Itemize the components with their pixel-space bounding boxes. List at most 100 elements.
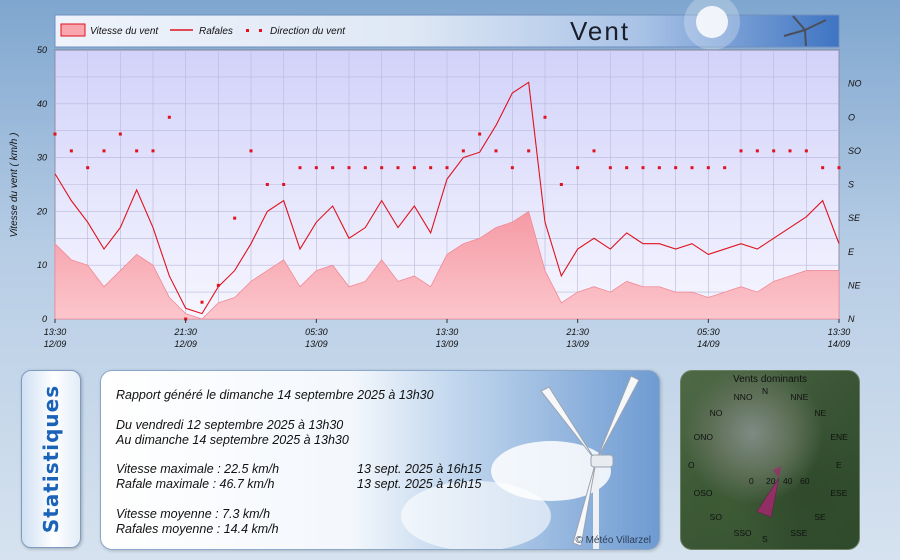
- y2-tick-label: O: [848, 112, 855, 122]
- chart-title: Vent: [570, 16, 630, 46]
- direction-point: [380, 166, 384, 170]
- stats-panel: Rapport généré le dimanche 14 septembre …: [100, 370, 660, 550]
- direction-point: [510, 166, 514, 170]
- copyright: © Météo Villarzel: [575, 535, 651, 546]
- avg-gust: Rafales moyenne : 14.4 km/h: [116, 522, 279, 536]
- grid: [54, 49, 840, 320]
- direction-point: [641, 166, 645, 170]
- cloud-decoration: [401, 481, 551, 549]
- direction-point: [723, 166, 727, 170]
- wind-rose-direction: NNO: [733, 391, 753, 402]
- y2-tick-label: S: [848, 180, 854, 190]
- y-tick-label: 50: [37, 45, 47, 55]
- legend-swatch-dir: [246, 29, 262, 32]
- x-tick-time: 21:30: [565, 327, 589, 337]
- direction-point: [347, 166, 351, 170]
- wind-rose-direction: SSO: [733, 528, 752, 539]
- y-axis: 0 10 20 30 40 50: [36, 45, 47, 324]
- legend-gust: Rafales: [199, 26, 233, 37]
- y2-tick-label: SE: [848, 213, 861, 223]
- legend-swatch-speed: [60, 23, 86, 37]
- dominant-wind-wedge: [756, 477, 780, 518]
- wind-rose-direction: N: [762, 386, 769, 396]
- direction-point: [233, 216, 237, 220]
- wind-rose-panel: Vents dominants N NNE NE ENE E ESE SE SSE S SSO SO…: [680, 370, 860, 550]
- max-gust-date: 13 sept. 2025 à 16h15: [357, 477, 482, 491]
- stats-tab-label: Statistiques: [39, 384, 63, 534]
- direction-point: [804, 149, 808, 153]
- x-tick-time: 05:30: [305, 327, 328, 337]
- direction-point: [494, 149, 498, 153]
- report-generated: Rapport généré le dimanche 14 septembre …: [116, 388, 434, 402]
- wind-rose-direction: SE: [814, 512, 826, 523]
- direction-point: [772, 149, 776, 153]
- max-speed-date: 13 sept. 2025 à 16h15: [357, 462, 482, 476]
- direction-point: [118, 132, 122, 136]
- direction-point: [396, 166, 400, 170]
- direction-point: [657, 166, 661, 170]
- x-tick-date: 12/09: [174, 339, 197, 349]
- sun-icon: [696, 6, 728, 38]
- direction-point: [690, 166, 694, 170]
- x-tick-date: 13/09: [566, 339, 589, 349]
- direction-point: [478, 132, 482, 136]
- x-tick-time: 13:30: [828, 327, 851, 337]
- max-speed: Vitesse maximale : 22.5 km/h: [116, 462, 280, 476]
- gust-line-path: [54, 81, 840, 315]
- direction-point: [608, 166, 612, 170]
- y-tick-label: 30: [37, 153, 47, 163]
- x-axis: 13:30 12/09 21:30 12/09 05:30 13/09 13:30 13/09…: [44, 319, 851, 349]
- direction-point: [837, 166, 841, 170]
- max-gust: Rafale maximale : 46.7 km/h: [116, 477, 275, 491]
- direction-point: [706, 166, 710, 170]
- wind-rose-direction: ONO: [693, 431, 713, 442]
- direction-point: [102, 149, 106, 153]
- speed-area: [54, 210, 840, 320]
- y-axis-label: Vitesse du vent ( km/h ): [9, 133, 20, 238]
- direction-point: [559, 183, 563, 186]
- direction-point: [265, 183, 269, 186]
- direction-point: [216, 283, 220, 287]
- direction-point: [461, 149, 465, 153]
- direction-point: [527, 149, 531, 153]
- direction-point: [167, 115, 171, 119]
- wind-rose-direction: OSO: [693, 488, 713, 499]
- direction-point: [625, 166, 629, 170]
- direction-point: [445, 166, 449, 170]
- direction-point: [363, 166, 367, 170]
- secondary-wind-wedge: [773, 466, 781, 478]
- wind-turbine-photo: [540, 375, 640, 549]
- wind-rose-direction: NE: [814, 407, 827, 418]
- wind-chart-svg: Vitesse du vent Rafales Direction du ven…: [9, 6, 862, 349]
- wind-rose-direction: S: [762, 534, 768, 544]
- x-tick-time: 13:30: [44, 327, 67, 337]
- direction-point: [739, 149, 743, 153]
- wind-rose-direction: SO: [709, 512, 722, 523]
- period-from: Du vendredi 12 septembre 2025 à 13h30: [116, 418, 344, 432]
- legend-dir: Direction du vent: [270, 26, 346, 37]
- wind-rose-direction: ESE: [830, 488, 848, 499]
- direction-point: [576, 166, 580, 170]
- stats-tab[interactable]: Statistiques: [21, 370, 81, 548]
- y2-tick-label: NO: [848, 79, 862, 89]
- direction-point: [755, 149, 759, 153]
- x-tick-date: 14/09: [828, 339, 851, 349]
- wind-rose-ring-value: 60: [800, 476, 810, 486]
- direction-point: [86, 166, 90, 170]
- direction-point: [69, 149, 73, 153]
- y-tick-label: 0: [42, 314, 47, 324]
- wind-turbine-icon: [783, 15, 827, 47]
- y-tick-label: 20: [36, 206, 47, 216]
- wind-rose-direction: E: [836, 460, 842, 470]
- y2-tick-label: E: [848, 247, 855, 257]
- gust-line: [54, 81, 840, 315]
- direction-point: [412, 166, 416, 170]
- wind-rose-ring-value: 20: [766, 476, 776, 486]
- wind-rose-direction: NO: [709, 407, 723, 418]
- direction-point: [282, 183, 286, 186]
- x-tick-date: 13/09: [436, 339, 459, 349]
- y-tick-label: 40: [37, 99, 47, 109]
- x-tick-date: 14/09: [697, 339, 720, 349]
- x-tick-time: 13:30: [436, 327, 459, 337]
- direction-points: [53, 115, 841, 321]
